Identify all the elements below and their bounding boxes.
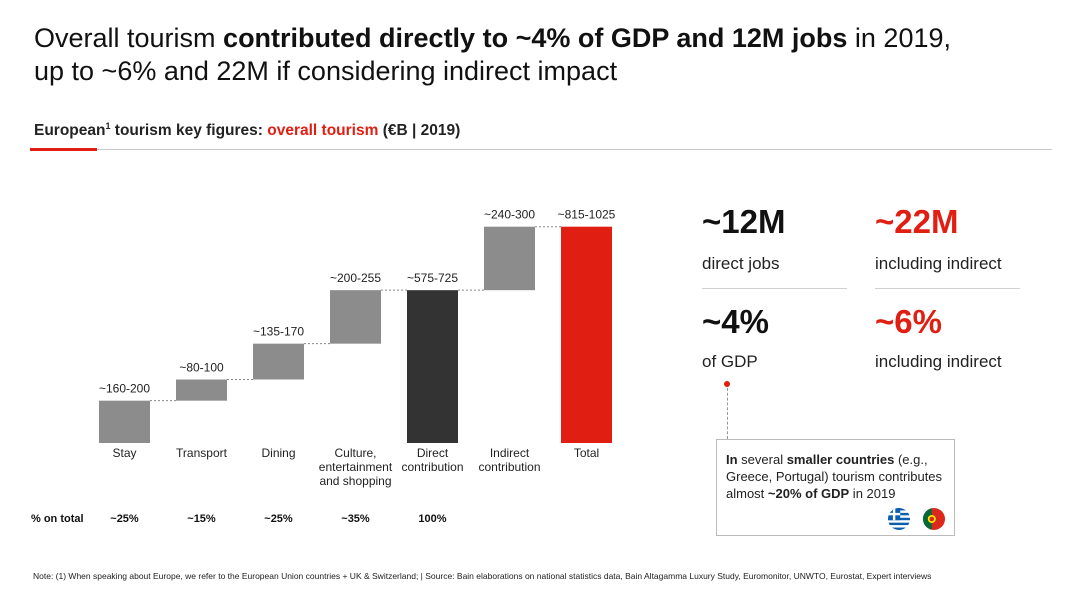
- bar: [253, 343, 304, 380]
- category-label: Direct: [417, 446, 449, 460]
- header-divider: [30, 149, 1052, 150]
- kpi-total-jobs-value: ~22M: [875, 203, 959, 240]
- kpi-total-gdp-label: including indirect: [875, 352, 1002, 371]
- title-line-2: up to ~6% and 22M if considering indirec…: [34, 56, 618, 86]
- bar: [176, 379, 227, 401]
- kpi-direct-gdp-label: of GDP: [702, 352, 758, 371]
- callout-box: In several smaller countries (e.g., Gree…: [716, 439, 955, 536]
- share-value: ~25%: [264, 513, 293, 525]
- category-label: entertainment: [319, 460, 393, 474]
- share-value: ~25%: [110, 513, 139, 525]
- value-label: ~815-1025: [558, 208, 616, 222]
- category-label: Total: [574, 446, 599, 460]
- value-label: ~200-255: [330, 271, 381, 285]
- share-value: 100%: [418, 513, 446, 525]
- value-label: ~240-300: [484, 208, 535, 222]
- category-label: contribution: [478, 460, 540, 474]
- kpi-direct-jobs-value: ~12M: [702, 203, 786, 240]
- value-label: ~160-200: [99, 382, 150, 396]
- page-title: Overall tourism contributed directly to …: [34, 23, 951, 86]
- callout-connector: [727, 388, 728, 439]
- bar: [407, 290, 458, 443]
- category-label: Dining: [261, 446, 295, 460]
- title-emphasis: contributed directly to ~4% of GDP and 1…: [223, 23, 848, 53]
- category-label: Transport: [176, 446, 228, 460]
- value-label: ~135-170: [253, 325, 304, 339]
- value-label: ~575-725: [407, 271, 458, 285]
- category-label: Culture,: [334, 446, 376, 460]
- share-value: ~35%: [341, 513, 370, 525]
- category-label: Stay: [112, 446, 136, 460]
- kpi-direct-jobs-label: direct jobs: [702, 254, 780, 273]
- portugal-flag-icon: [923, 508, 945, 530]
- callout-anchor-dot: [724, 381, 730, 387]
- kpi-divider: [875, 288, 1020, 289]
- subtitle-highlight: overall tourism: [267, 122, 379, 139]
- kpi-total-jobs-label: including indirect: [875, 254, 1002, 273]
- bar: [484, 226, 535, 291]
- category-label: and shopping: [319, 474, 391, 488]
- category-label: Indirect: [490, 446, 530, 460]
- waterfall-chart: ~160-200 Stay ~25% ~80-100 Transport ~15% ~135…: [31, 208, 616, 525]
- value-label: ~80-100: [179, 361, 224, 375]
- greece-flag-icon: [888, 508, 910, 530]
- header-accent-bar: [30, 148, 97, 151]
- share-row-label: % on total: [31, 513, 84, 525]
- kpi-direct-gdp-value: ~4%: [702, 303, 769, 340]
- bar: [561, 226, 612, 443]
- kpi-divider: [702, 288, 847, 289]
- share-value: ~15%: [187, 513, 216, 525]
- bar: [99, 400, 150, 443]
- chart-subtitle: European1 tourism key figures: overall t…: [34, 121, 461, 139]
- category-label: contribution: [401, 460, 463, 474]
- footnote-marker: 1: [105, 121, 111, 131]
- bar: [330, 290, 381, 344]
- footnote: Note: (1) When speaking about Europe, we…: [33, 571, 932, 581]
- kpi-total-gdp-value: ~6%: [875, 303, 942, 340]
